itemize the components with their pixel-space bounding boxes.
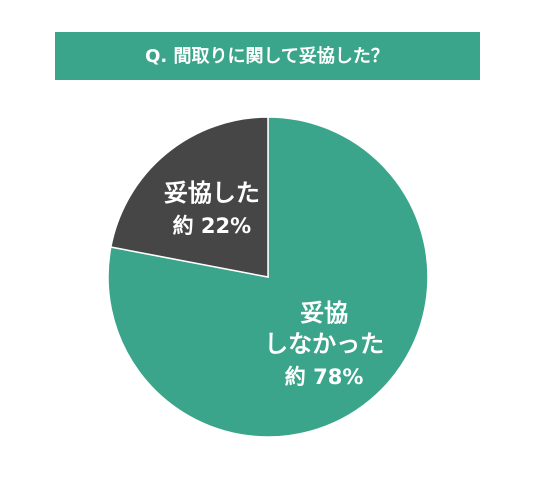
slice-label: 妥協した約 22% (164, 178, 260, 240)
value-label: 約 22% (172, 214, 252, 239)
slice-label: 妥協 しなかった約 78% (264, 298, 384, 392)
category-label: 妥協 しなかった (264, 298, 385, 359)
pie-slice (109, 116, 269, 278)
title-banner (55, 32, 480, 80)
category-label: 妥協した (163, 178, 260, 207)
chart-title: Q. 間取りに関して妥協した？ (145, 45, 389, 67)
value-label: 約 78% (284, 365, 364, 390)
